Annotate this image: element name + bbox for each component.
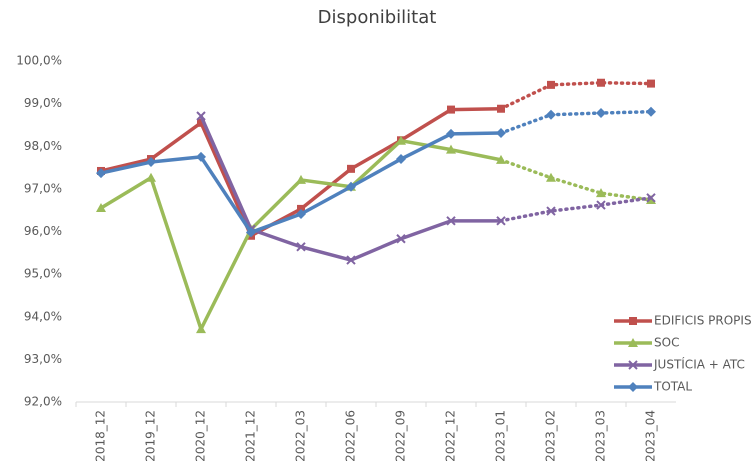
marker (446, 128, 456, 139)
marker (296, 174, 306, 184)
marker (96, 203, 106, 213)
marker (396, 154, 406, 165)
marker (197, 118, 205, 127)
chart-title: Disponibilitat (318, 7, 437, 28)
marker (246, 227, 256, 238)
marker (297, 204, 305, 213)
marker (296, 209, 306, 220)
marker (596, 108, 606, 119)
y-tick-label: 96,0% (24, 224, 62, 238)
marker (196, 324, 206, 334)
marker (346, 181, 356, 192)
x-tick-label: 2023_04 (644, 410, 658, 462)
y-tick-label: 98,0% (24, 139, 62, 153)
series-line (100, 138, 502, 331)
y-tick-label: 94,0% (24, 309, 62, 323)
marker (396, 234, 406, 244)
marker (96, 168, 106, 179)
marker (596, 200, 606, 210)
y-tick-label: 100,0% (16, 54, 62, 68)
marker (546, 109, 556, 120)
y-tick-label: 95,0% (24, 267, 62, 281)
marker (646, 106, 656, 117)
x-tick-label: 2023_01 (494, 410, 508, 462)
x-tick-label: 2022_06 (344, 410, 358, 462)
marker (347, 164, 355, 173)
marker (546, 172, 556, 182)
marker (446, 144, 456, 154)
marker (396, 135, 406, 145)
y-tick-label: 92,0% (24, 395, 62, 409)
marker (196, 111, 206, 121)
marker (547, 80, 555, 89)
marker (628, 360, 638, 370)
series-line (499, 80, 653, 111)
legend-label: JUSTÍCIA + ATC (653, 357, 745, 372)
marker (446, 216, 456, 226)
marker (629, 317, 637, 325)
marker (646, 193, 656, 203)
x-tick-label: 2021_12 (244, 410, 258, 462)
marker (496, 154, 506, 164)
marker (496, 216, 506, 226)
series-line (499, 109, 653, 135)
y-tick-label: 99,0% (24, 96, 62, 110)
y-tick-label: 97,0% (24, 181, 62, 195)
marker (647, 79, 655, 88)
x-tick-label: 2022_03 (294, 410, 308, 462)
marker (546, 206, 556, 216)
legend: EDIFICIS PROPIS SOC JUSTÍCIA + ATC TOTAL (614, 314, 752, 394)
marker (596, 188, 606, 198)
series-line (499, 196, 653, 223)
marker (497, 104, 505, 113)
marker (146, 157, 156, 168)
x-tick-label: 2022_09 (394, 410, 408, 462)
x-tick-label: 2020_12 (194, 410, 208, 462)
y-tick-label: 93,0% (24, 352, 62, 366)
marker (597, 78, 605, 87)
x-tick-label: 2023_02 (544, 410, 558, 462)
marker (196, 151, 206, 162)
marker (496, 128, 506, 139)
marker (296, 242, 306, 252)
marker (628, 338, 638, 347)
marker (346, 255, 356, 265)
x-tick-label: 2022_12 (444, 410, 458, 462)
series-line (499, 158, 653, 202)
legend-label: TOTAL (653, 380, 692, 394)
marker (628, 382, 638, 392)
marker (146, 172, 156, 182)
legend-label: SOC (654, 336, 679, 350)
x-tick-label: 2018_12 (94, 410, 108, 462)
x-tick-label: 2019_12 (144, 410, 158, 462)
legend-label: EDIFICIS PROPIS (654, 314, 752, 328)
marker (447, 105, 455, 114)
x-tick-label: 2023_03 (594, 410, 608, 462)
